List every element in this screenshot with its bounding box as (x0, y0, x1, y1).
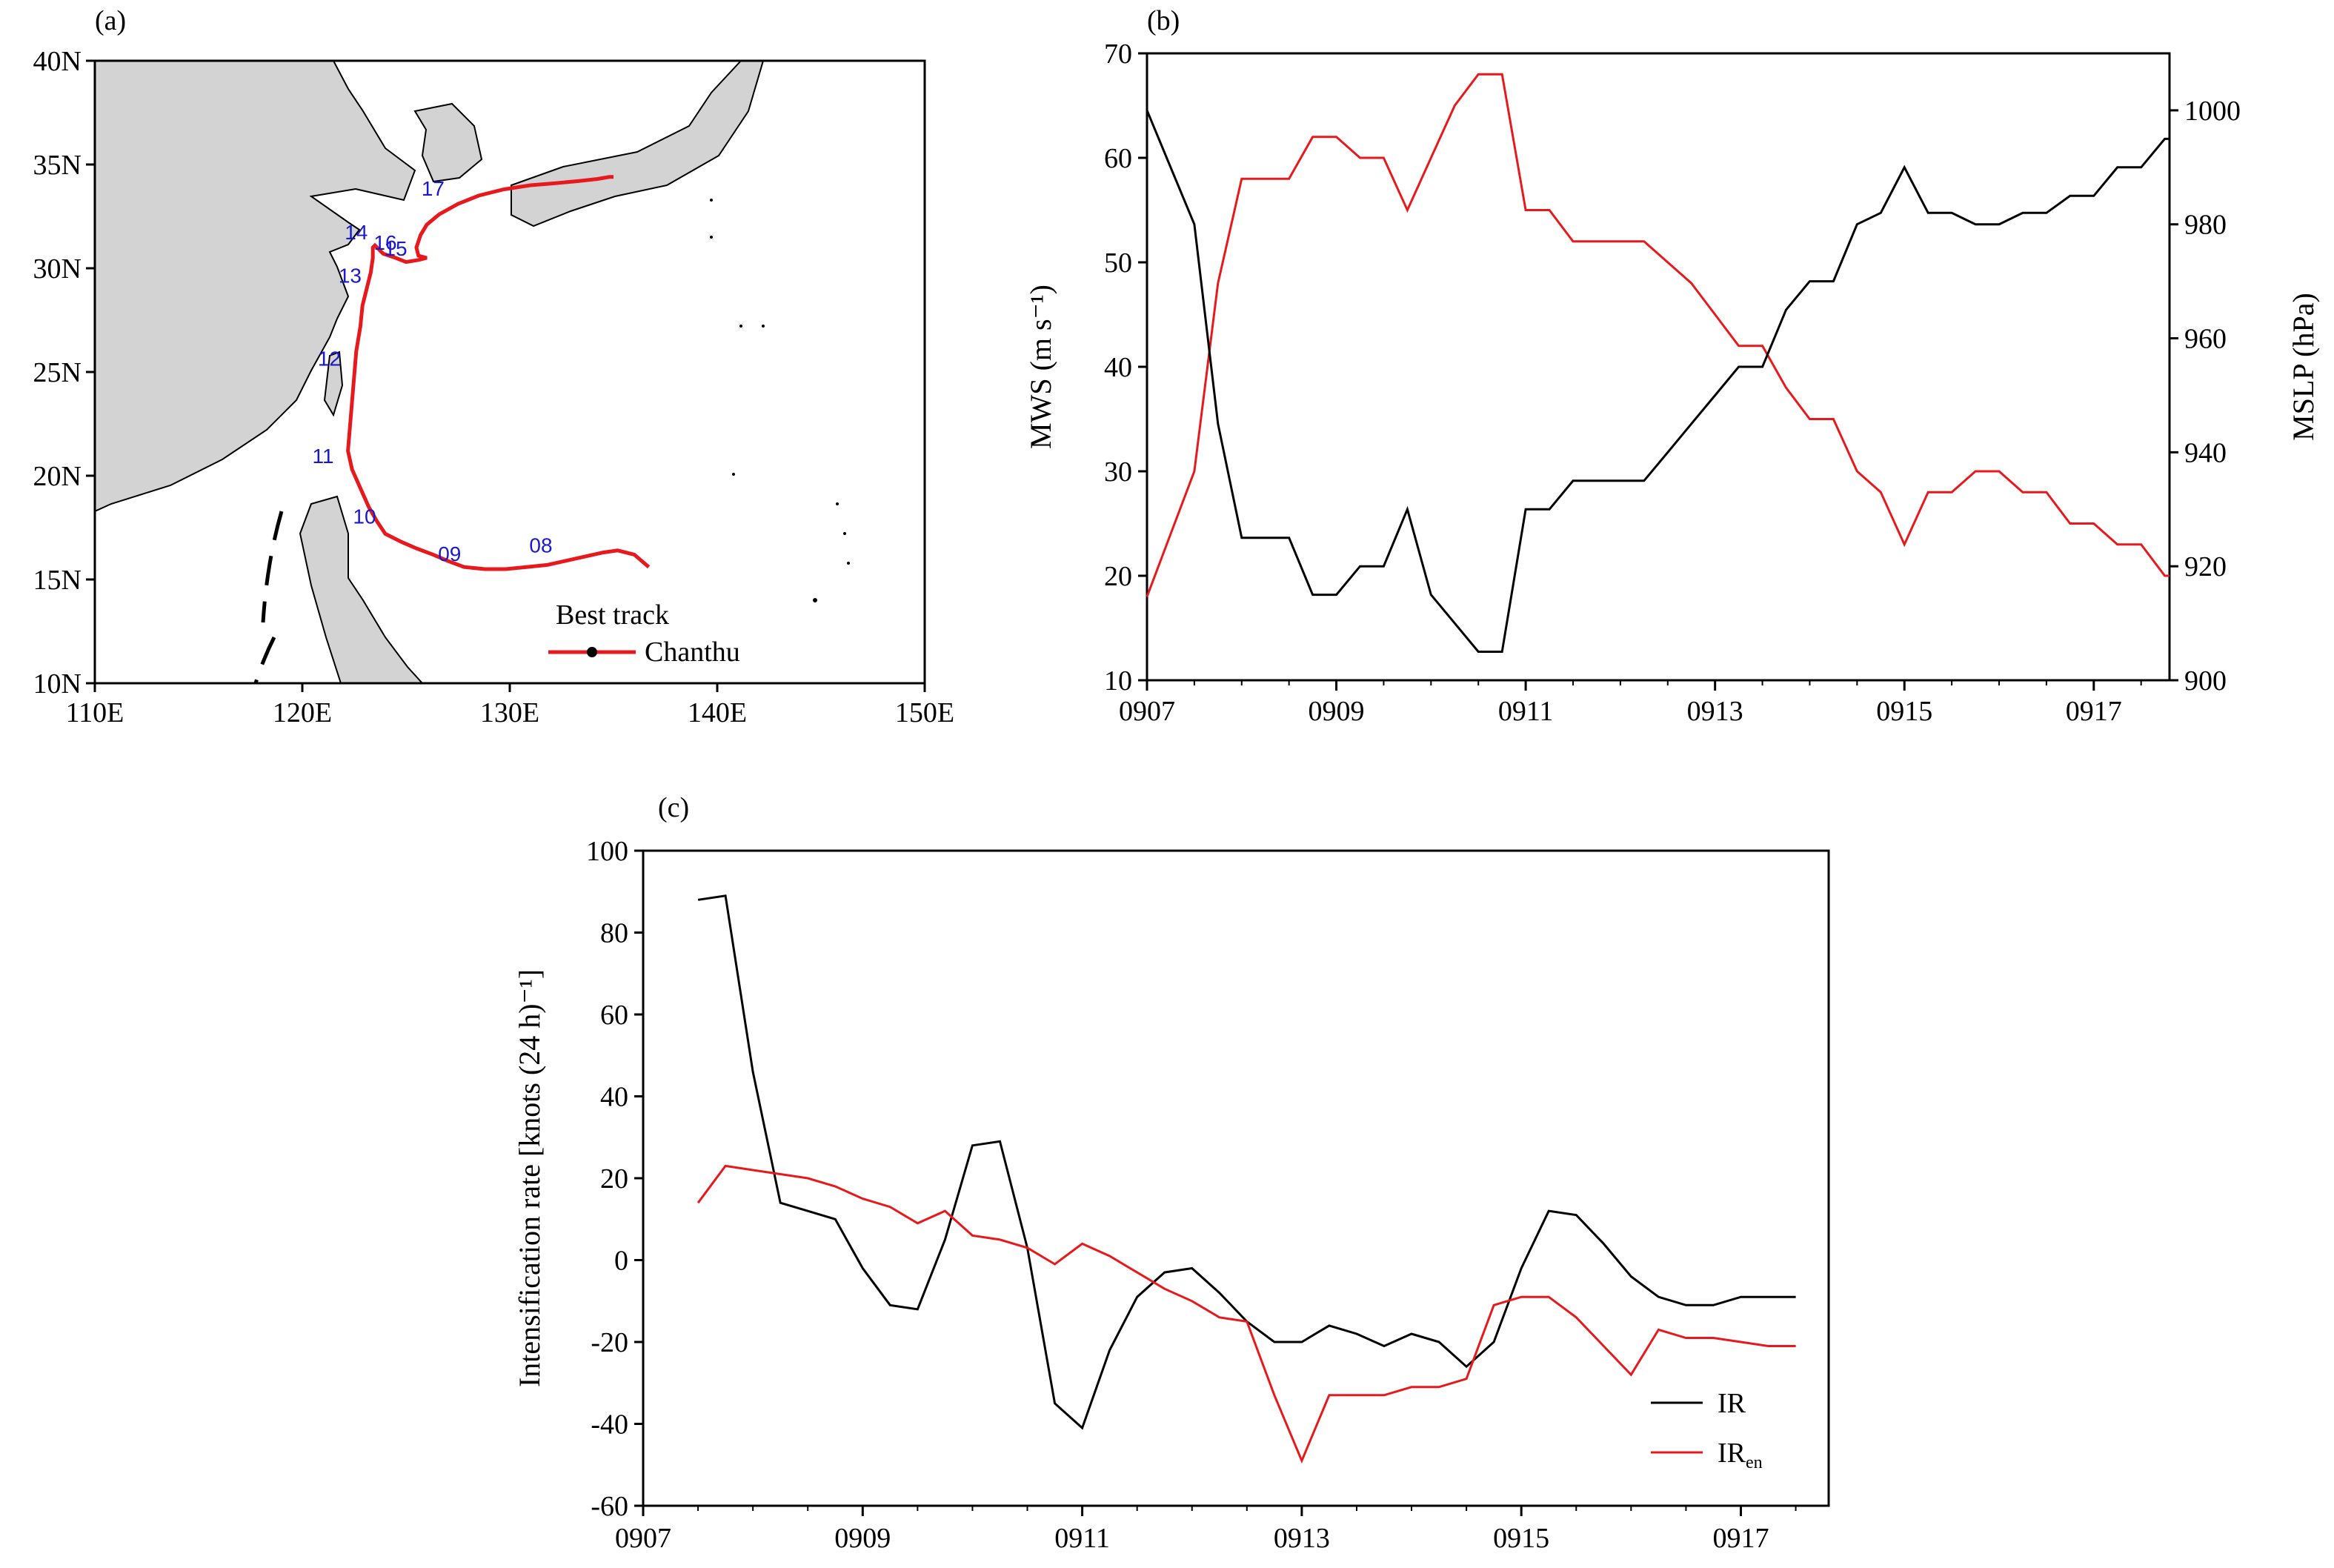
x-tick-label: 110E (66, 697, 124, 728)
y-tick-label: 10N (33, 668, 82, 700)
right-tick-label: 1000 (2184, 96, 2241, 127)
panel-c-ylabel: Intensification rate [knots (24 h)⁻¹] (513, 969, 546, 1387)
day-label: 10 (353, 505, 376, 528)
y-tick-label: 100 (586, 836, 628, 867)
panel-a-track-map: (a) (33, 5, 955, 728)
land-taiwan (323, 351, 344, 417)
panel-c-frame (642, 849, 1830, 1507)
map-x-ticks: 110E 120E 130E 140E 150E (66, 683, 954, 728)
y-tick-label: 0 (614, 1246, 628, 1277)
x-tick-label: 0909 (834, 1523, 891, 1554)
x-tick-label: 0911 (1498, 696, 1554, 727)
track-line (346, 175, 651, 571)
right-tick-label: 920 (2184, 551, 2227, 582)
x-tick-label: 0915 (1876, 696, 1932, 727)
day-label: 09 (438, 542, 461, 565)
panel-b-left-ticks: 10 20 30 40 50 60 70 (1104, 39, 1147, 697)
x-tick-label: 0911 (1054, 1523, 1110, 1554)
y-tick-label: -20 (591, 1327, 628, 1358)
x-tick-label: 0917 (2066, 696, 2122, 727)
x-tick-label: 120E (273, 697, 332, 728)
right-tick-label: 900 (2184, 665, 2227, 697)
panel-b-right-ylabel: MSLP (hPa) (2287, 293, 2320, 441)
land-mainland (95, 61, 416, 513)
right-tick-label: 940 (2184, 437, 2227, 468)
y-tick-label: 35N (33, 150, 82, 181)
left-tick-label: 60 (1104, 143, 1132, 174)
dashed-boundary (261, 511, 284, 623)
mslp-series-line (1146, 110, 2170, 653)
y-tick-label: 20 (600, 1163, 628, 1195)
x-tick-label: 140E (688, 697, 747, 728)
legend-ir-label: IR (1718, 1388, 1746, 1419)
legend-track-marker (587, 647, 597, 657)
land-japan (511, 61, 765, 227)
day-label: 13 (339, 265, 362, 288)
panel-b-left-ylabel: MWS (m s⁻¹) (1024, 285, 1057, 449)
x-tick-label: 0909 (1309, 696, 1365, 727)
y-tick-label: 40N (33, 46, 82, 77)
day-label: 12 (318, 348, 341, 371)
land-masses (95, 61, 850, 683)
day-label: 16 (373, 231, 396, 254)
x-tick-label: 0913 (1687, 696, 1743, 727)
right-tick-label: 960 (2184, 324, 2227, 355)
panel-b-right-ticks: 900 920 940 960 980 1000 (2170, 96, 2241, 697)
mws-series-line (1146, 73, 2170, 597)
day-label: 11 (312, 445, 333, 468)
y-tick-label: 40 (600, 1082, 628, 1113)
legend-entry: Chanthu (645, 637, 740, 668)
panel-c-y-ticks: -60 -40 -20 0 20 40 60 80 100 (586, 836, 643, 1522)
left-tick-label: 10 (1104, 665, 1132, 697)
day-label: 08 (529, 534, 552, 557)
x-tick-label: 0917 (1712, 1523, 1769, 1554)
panel-b-x-ticks: 0907 0909 0911 0913 0915 0917 (1119, 680, 2142, 727)
legend-ir-en-label: IRen (1718, 1438, 1763, 1472)
day-label: 15 (384, 237, 407, 260)
map-y-ticks: 10N 15N 20N 25N 30N 35N 40N (33, 46, 95, 700)
panel-b-label: (b) (1147, 5, 1180, 36)
ir-en-series-line (696, 1164, 1796, 1464)
right-tick-label: 980 (2184, 210, 2227, 241)
y-tick-label: 60 (600, 1000, 628, 1031)
panel-b-frame (1146, 52, 2171, 682)
land-korea (413, 102, 483, 183)
panel-a-label: (a) (95, 5, 126, 36)
panel-c-legend: IR IRen (1651, 1388, 1763, 1472)
x-tick-label: 0907 (615, 1523, 671, 1554)
x-tick-label: 130E (480, 697, 539, 728)
y-tick-label: 25N (33, 357, 82, 388)
panel-b-intensity: (b) 10 20 30 40 50 60 70 900 920 940 960 980 1000 0… (1024, 5, 2320, 727)
left-tick-label: 50 (1104, 248, 1132, 279)
x-tick-label: 0913 (1274, 1523, 1330, 1554)
y-tick-label: 20N (33, 461, 82, 492)
left-tick-label: 30 (1104, 456, 1132, 488)
day-label: 14 (345, 221, 368, 244)
land-philippines (299, 495, 424, 683)
panel-c-label: (c) (658, 792, 689, 823)
x-tick-label: 150E (895, 697, 954, 728)
panel-c-x-ticks: 0907 0909 0911 0913 0915 0917 (615, 1506, 1797, 1554)
map-legend: Best track Chanthu (548, 599, 740, 668)
left-tick-label: 40 (1104, 352, 1132, 383)
day-label: 17 (422, 177, 445, 200)
y-tick-label: -40 (591, 1409, 628, 1441)
left-tick-label: 70 (1104, 39, 1132, 70)
x-tick-label: 0915 (1493, 1523, 1549, 1554)
y-tick-label: 80 (600, 918, 628, 949)
ir-series-line (697, 894, 1796, 1430)
x-tick-label: 0907 (1119, 696, 1175, 727)
legend-title: Best track (556, 599, 669, 631)
left-tick-label: 20 (1104, 561, 1132, 592)
y-tick-label: 15N (33, 565, 82, 596)
y-tick-label: 30N (33, 253, 82, 285)
y-tick-label: -60 (591, 1491, 628, 1522)
